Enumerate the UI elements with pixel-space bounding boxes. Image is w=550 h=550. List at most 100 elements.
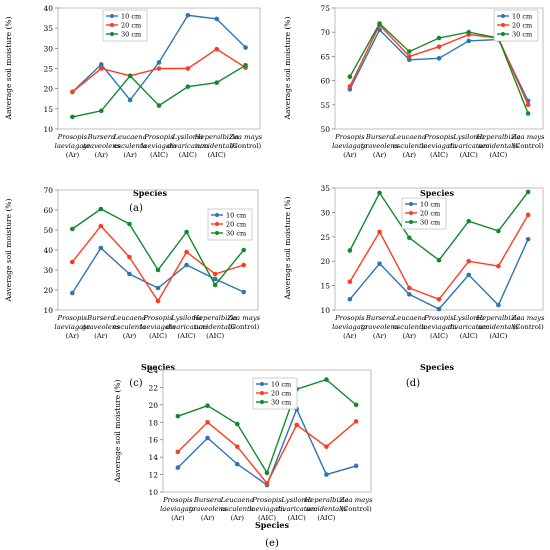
- chart-panel-1: 50 55 60 65 70 75 Aaverage soil moisture (%) Pr…: [283, 4, 545, 214]
- data-point: [264, 480, 270, 486]
- series-line-30cm: [72, 64, 246, 118]
- legend-swatch-marker: [110, 14, 114, 18]
- data-point: [406, 292, 412, 297]
- x-tick-label: Prosopis: [57, 133, 88, 141]
- data-point: [175, 465, 181, 470]
- y-tick-label: 16: [148, 436, 158, 445]
- data-point: [185, 12, 191, 18]
- y-tick-label: 50: [320, 125, 330, 134]
- data-point: [436, 56, 442, 61]
- x-tick-label: (AIC): [489, 332, 507, 340]
- data-point: [436, 257, 442, 263]
- data-point: [205, 435, 210, 441]
- data-point: [127, 254, 132, 260]
- y-tick-label: 60: [43, 206, 53, 215]
- panel-label: (d): [406, 378, 420, 389]
- x-tick-label: Leucaena: [392, 314, 426, 322]
- x-axis-label: Species: [255, 520, 289, 530]
- x-tick-label: accidentalis: [195, 323, 237, 331]
- x-tick-label: Bursera: [193, 496, 221, 504]
- legend-entry: 20 cm: [420, 210, 440, 218]
- data-point: [436, 44, 442, 50]
- data-point: [184, 262, 189, 268]
- plot-area: [57, 189, 259, 311]
- y-tick-label: 10: [148, 488, 158, 497]
- x-tick-label: Lysiloma: [452, 314, 484, 322]
- data-point: [127, 73, 133, 79]
- y-tick-label: 25: [320, 233, 330, 242]
- data-point: [98, 245, 104, 251]
- y-tick-label: 20: [43, 286, 53, 295]
- data-point: [155, 267, 161, 273]
- data-point: [155, 285, 161, 291]
- x-tick-label: (Ar): [343, 151, 357, 159]
- data-point: [156, 103, 162, 108]
- x-tick-label: Prosopis: [143, 133, 174, 141]
- legend-swatch-marker: [501, 14, 505, 18]
- x-tick-label: laeviagata: [160, 505, 196, 513]
- data-point: [347, 248, 353, 253]
- legend-swatch-marker: [501, 23, 505, 27]
- data-point: [156, 66, 162, 71]
- y-tick-label: 24: [148, 366, 158, 375]
- x-tick-label: (Ar): [123, 332, 137, 340]
- x-tick-label: (AIC): [178, 332, 196, 340]
- data-point: [525, 111, 531, 116]
- x-tick-label: (AIC): [288, 514, 306, 522]
- panel-label: (e): [265, 538, 279, 549]
- x-tick-label: accidentalis: [478, 323, 520, 331]
- x-tick-label: esculenta: [221, 505, 254, 513]
- x-tick-label: Heperalbizia: [475, 133, 520, 141]
- data-point: [69, 290, 75, 296]
- data-point: [234, 421, 240, 427]
- y-tick-label: 25: [43, 65, 53, 74]
- data-point: [175, 413, 181, 419]
- data-point: [347, 84, 353, 89]
- data-point: [466, 218, 472, 224]
- x-tick-label: Lysiloma: [170, 314, 202, 322]
- data-point: [241, 262, 247, 268]
- data-point: [466, 29, 472, 35]
- data-point: [324, 472, 329, 477]
- x-tick-label: divaricatum: [167, 142, 208, 150]
- data-point: [214, 46, 220, 52]
- y-tick-label: 35: [320, 184, 330, 193]
- x-tick-label: graveolens: [361, 323, 399, 331]
- data-point: [436, 306, 442, 312]
- x-tick-label: Lysiloma: [172, 133, 204, 141]
- y-tick-label: 12: [148, 471, 158, 480]
- x-tick-label: esculenta: [113, 323, 146, 331]
- x-tick-label: laeviagata: [249, 505, 285, 513]
- x-tick-label: (Ar): [95, 151, 109, 159]
- x-tick-label: laeviagata: [421, 142, 457, 150]
- y-axis-label: Aaverage soil moisture (%): [113, 379, 122, 483]
- x-tick-label: Lysiloma: [452, 133, 484, 141]
- data-point: [353, 419, 359, 424]
- data-point: [243, 62, 248, 68]
- legend-entry: 10 cm: [512, 13, 532, 21]
- data-point: [212, 271, 218, 277]
- data-point: [155, 298, 161, 304]
- plot-area: [334, 7, 544, 130]
- legend-swatch-marker: [110, 23, 114, 27]
- legend-swatch-marker: [260, 382, 264, 386]
- legend-entry: 20 cm: [512, 22, 532, 30]
- y-tick-label: 10: [43, 125, 53, 134]
- chart-panel-4: 10 12 14 16 18 20 22 24 Aaverage soil moisture (…: [113, 366, 373, 549]
- y-tick-label: 40: [43, 246, 53, 255]
- legend-swatch-marker: [260, 400, 264, 404]
- y-axis-label: Aaverage soil moisture (%): [283, 196, 292, 300]
- data-point: [212, 276, 218, 282]
- data-point: [496, 228, 501, 234]
- x-tick-label: (AIC): [317, 514, 335, 522]
- x-tick-label: Zea mays: [339, 496, 373, 504]
- y-tick-label: 30: [320, 208, 330, 217]
- data-point: [525, 236, 531, 242]
- data-point: [436, 296, 442, 302]
- x-tick-label: (Control): [513, 323, 545, 331]
- series-line-10cm: [71, 14, 247, 102]
- y-tick-label: 10: [43, 306, 53, 315]
- x-tick-label: Zea mays: [228, 133, 262, 141]
